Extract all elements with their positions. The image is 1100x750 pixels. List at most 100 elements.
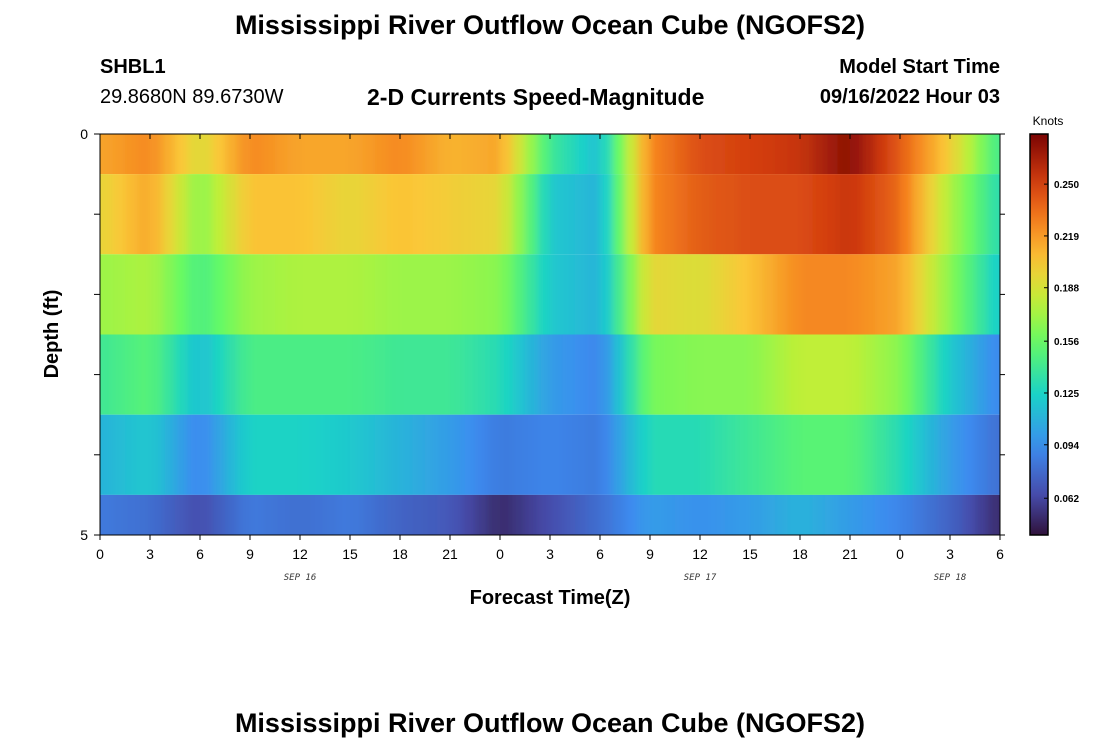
heat-cell [412, 134, 426, 175]
heat-cell [387, 414, 401, 495]
heat-cell [137, 494, 151, 535]
heat-cell [962, 334, 976, 415]
heat-cell [962, 494, 976, 535]
heat-cell [525, 254, 539, 335]
heat-cell [187, 414, 201, 495]
heat-cell [950, 334, 964, 415]
heat-cell [887, 414, 901, 495]
heat-cell [212, 334, 226, 415]
heat-cell [900, 414, 914, 495]
heat-cell [112, 134, 126, 175]
heat-cell [712, 414, 726, 495]
heat-cell [687, 174, 701, 255]
heat-cell [225, 414, 239, 495]
heat-cell [825, 334, 839, 415]
heat-cell [800, 174, 814, 255]
heat-cell [787, 254, 801, 335]
heat-cell [775, 254, 789, 335]
heat-cell [375, 134, 389, 175]
heat-cell [925, 174, 939, 255]
colorbar-tick-label: 0.094 [1054, 441, 1079, 452]
heat-cell [162, 134, 176, 175]
heat-cell [875, 414, 889, 495]
heat-cell [912, 134, 926, 175]
heat-cell [262, 334, 276, 415]
heat-cell [712, 494, 726, 535]
heat-cell [337, 134, 351, 175]
heat-cell [175, 134, 189, 175]
heat-cell [425, 334, 439, 415]
heat-cell [400, 494, 414, 535]
heat-cell [412, 414, 426, 495]
heat-cell [212, 134, 226, 175]
y-tick-label: 0 [80, 126, 88, 142]
heat-cell [600, 414, 614, 495]
heat-cell [462, 254, 476, 335]
model-start-label: Model Start Time [839, 56, 1000, 78]
heat-cell [962, 414, 976, 495]
heat-cell [175, 494, 189, 535]
heat-cell [975, 414, 989, 495]
x-tick-label: 15 [742, 546, 758, 562]
heat-cell [587, 334, 601, 415]
heat-cell [550, 254, 564, 335]
heat-cell [625, 134, 639, 175]
heat-cell [862, 254, 876, 335]
heat-cell [300, 414, 314, 495]
heat-cell [1013, 415, 1026, 495]
heat-cell [787, 174, 801, 255]
y-axis: 05 [80, 126, 1005, 543]
heat-cell [562, 134, 576, 175]
heat-cell [762, 134, 776, 175]
heat-cell [650, 134, 664, 175]
heat-cell [875, 134, 889, 175]
heat-cell [437, 414, 451, 495]
heat-cell [550, 334, 564, 415]
x-axis: 0 3 6 9 12 15 18 21 0 3 6 9 12 15 18 21 0 3 6 [96, 134, 1004, 562]
heat-cell [450, 134, 464, 175]
colorbar-tick-label: 0.219 [1054, 232, 1079, 243]
heat-cell [112, 414, 126, 495]
heat-cell [362, 254, 376, 335]
heat-cell [287, 494, 301, 535]
heat-cell [425, 134, 439, 175]
y-tick-label: 5 [80, 527, 88, 543]
heat-cell [350, 174, 364, 255]
heat-cell [137, 414, 151, 495]
heat-cell [350, 254, 364, 335]
heat-cell [850, 414, 864, 495]
heat-cell [562, 174, 576, 255]
heat-cell [175, 254, 189, 335]
heat-cell [362, 174, 376, 255]
heat-cell [662, 494, 676, 535]
heat-cell [750, 254, 764, 335]
heat-cell [537, 334, 551, 415]
heat-cell [312, 254, 326, 335]
heat-cell [650, 414, 664, 495]
heat-cell [762, 414, 776, 495]
heat-cell [275, 414, 289, 495]
heat-cell [387, 134, 401, 175]
heat-cell [625, 334, 639, 415]
heat-cell [1000, 134, 1013, 174]
heat-cell [900, 134, 914, 175]
heat-cell [1000, 495, 1013, 535]
heat-cell [100, 494, 114, 535]
heat-cell [900, 334, 914, 415]
heat-cell [712, 254, 726, 335]
heat-cell [350, 494, 364, 535]
heat-cell [862, 414, 876, 495]
heat-cell [312, 134, 326, 175]
heat-cell [812, 334, 826, 415]
heat-cell [812, 494, 826, 535]
heat-cell [375, 174, 389, 255]
heat-cell [250, 334, 264, 415]
heat-cell [337, 174, 351, 255]
heat-cell [537, 414, 551, 495]
heat-cell [400, 174, 414, 255]
heat-cell [837, 134, 851, 175]
heat-cell [75, 415, 88, 495]
heat-cell [700, 414, 714, 495]
heat-cell [437, 174, 451, 255]
x-tick-label: 6 [996, 546, 1004, 562]
